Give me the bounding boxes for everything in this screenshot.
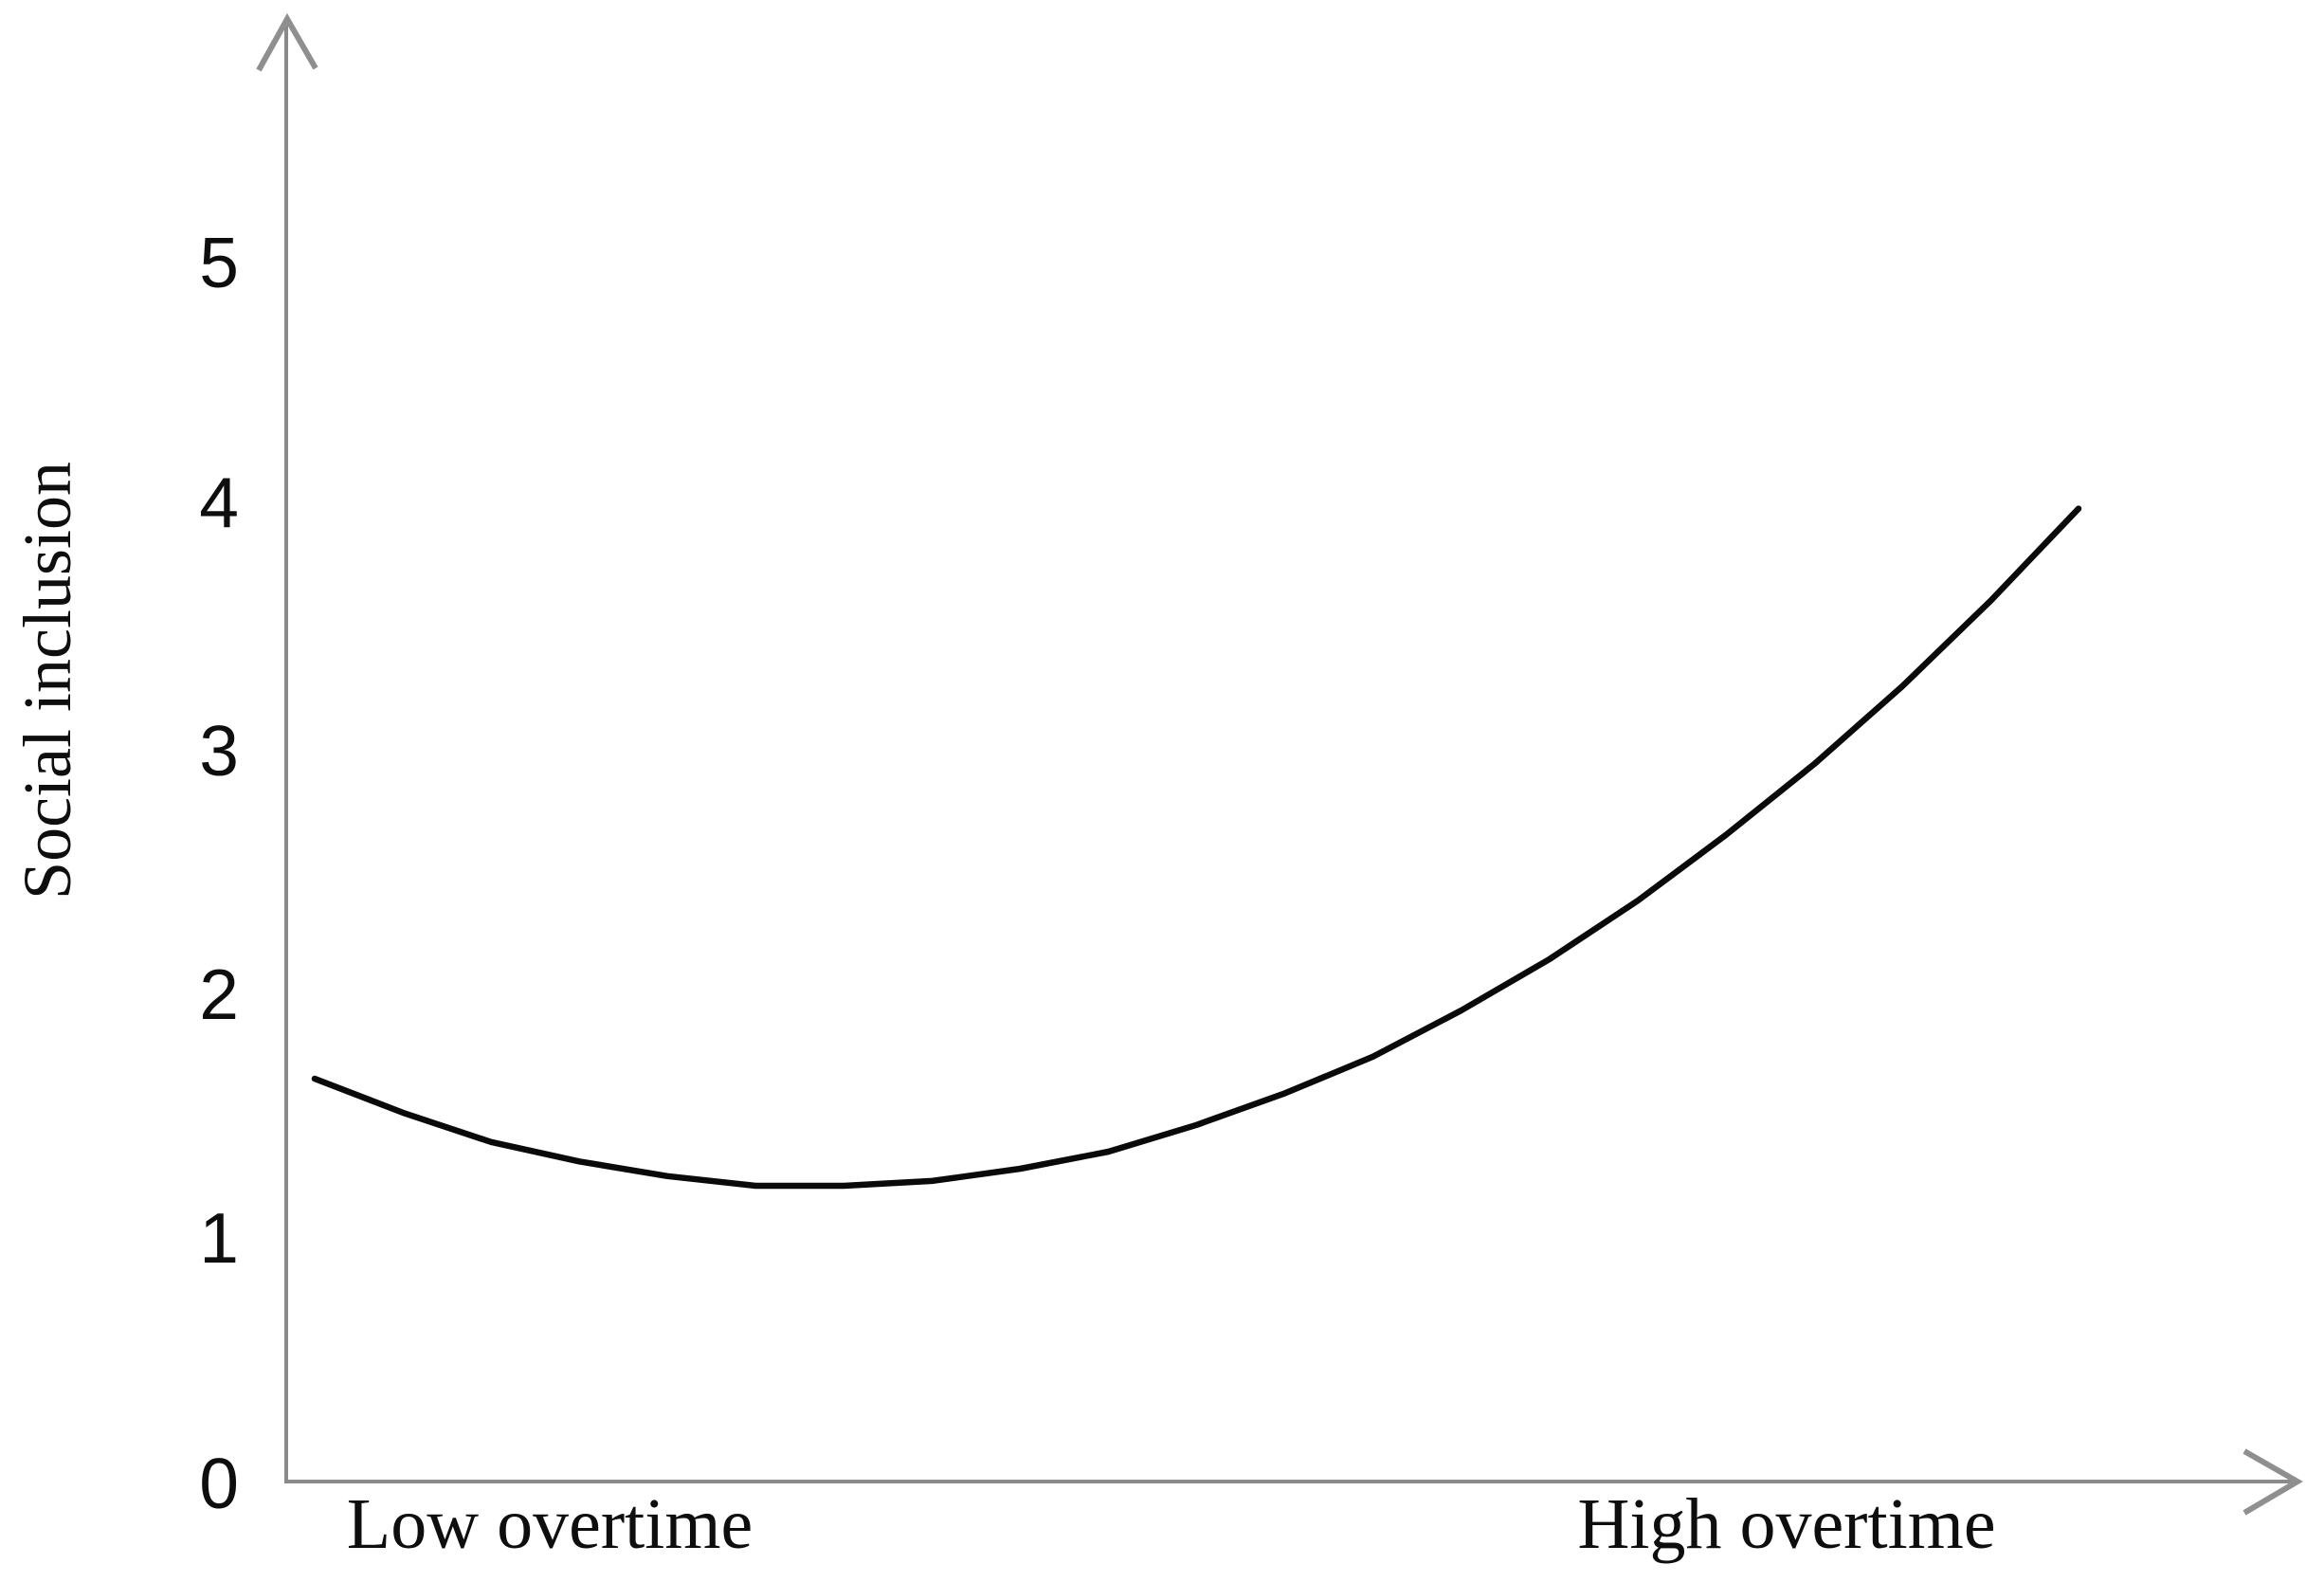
y-tick-1: 1	[199, 1198, 239, 1278]
y-axis-title: Social inclusion	[9, 462, 85, 900]
y-tick-3: 3	[199, 711, 239, 791]
social-inclusion-curve	[311, 505, 2082, 1190]
y-tick-5: 5	[199, 223, 239, 302]
y-tick-2: 2	[199, 955, 239, 1034]
x-label-low-overtime: Low overtime	[347, 1484, 753, 1564]
y-tick-4: 4	[199, 463, 239, 542]
x-label-high-overtime: High overtime	[1577, 1484, 1995, 1564]
y-axis-tick-labels: 0 1 2 3 4 5	[199, 223, 239, 1523]
x-axis-category-labels: Low overtime High overtime	[347, 1484, 1996, 1564]
x-axis-arrowhead-icon	[2242, 1448, 2303, 1516]
y-axis-arrowhead-icon	[256, 12, 318, 72]
y-tick-0: 0	[199, 1444, 239, 1523]
